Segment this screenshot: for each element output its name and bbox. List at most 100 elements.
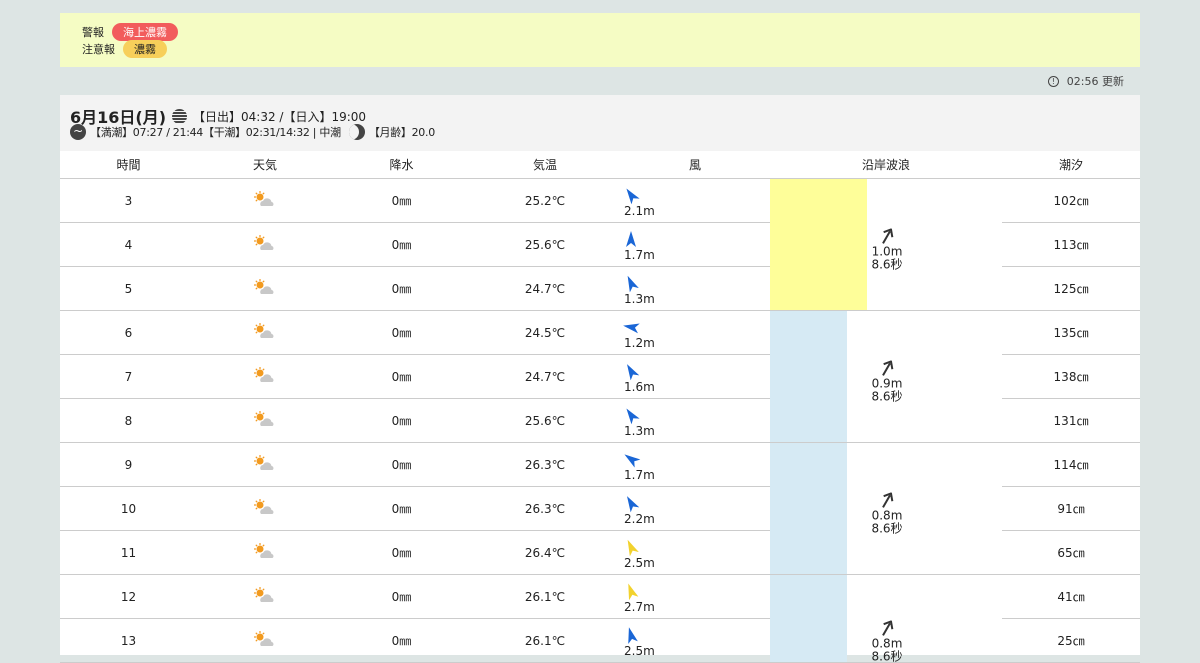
table-row: 12 0㎜ 26.1℃ 2.7m 0.8m 8.6秒 41㎝ xyxy=(60,574,1140,663)
sunny-cloudy-icon xyxy=(253,323,277,343)
tide-cell: 25㎝ xyxy=(1002,618,1140,663)
rain-cell: 0㎜ xyxy=(333,354,470,399)
sunny-cloudy-icon xyxy=(253,191,277,211)
wind-direction-arrow-icon xyxy=(626,188,640,205)
temp-cell: 25.2℃ xyxy=(470,178,620,223)
forecast-table: 時間 天気 降水 気温風沿岸波浪 潮汐 3 0㎜ 25.2℃ 2.1m 1.0m 8.6秒 1… xyxy=(60,151,1140,663)
wind-direction-arrow-icon xyxy=(626,408,640,425)
weather-cell xyxy=(197,266,333,311)
hour-cell: 13 xyxy=(60,618,197,663)
tide-cell: 41㎝ xyxy=(1002,574,1140,619)
rain-cell: 0㎜ xyxy=(333,178,470,223)
sunny-cloudy-icon xyxy=(253,235,277,255)
forecast-card: 6月16日(月) 【日出】04:32 /【日入】19:00 ~ 【満潮】07:2… xyxy=(60,95,1140,663)
hour-cell: 6 xyxy=(60,310,197,355)
hour-cell: 5 xyxy=(60,266,197,311)
wind-speed: 1.3m xyxy=(624,424,655,438)
wind-cell: 2.5m xyxy=(620,618,770,663)
sunny-cloudy-icon xyxy=(253,455,277,475)
tide-icon: ~ xyxy=(70,124,86,140)
table-row: 10 0㎜ 26.3℃ 2.2m 91㎝ xyxy=(60,486,1140,531)
rain-cell: 0㎜ xyxy=(333,310,470,355)
wind-cell: 2.1m xyxy=(620,178,770,223)
wind-speed: 1.3m xyxy=(624,292,655,306)
wave-cell: 0.8m 8.6秒 xyxy=(770,574,1002,663)
tide-cell: 102㎝ xyxy=(1002,178,1140,223)
wind-speed: 1.6m xyxy=(624,380,655,394)
table-row: 9 0㎜ 26.3℃ 1.7m 0.8m 8.6秒 114㎝ xyxy=(60,442,1140,575)
tide-cell: 91㎝ xyxy=(1002,486,1140,531)
wind-cell: 1.2m xyxy=(620,310,770,355)
sunny-cloudy-icon xyxy=(253,543,277,563)
wave-direction-arrow-icon xyxy=(772,491,1002,509)
day-header: 6月16日(月) 【日出】04:32 /【日入】19:00 ~ 【満潮】07:2… xyxy=(60,95,1140,151)
wave-period: 8.6秒 xyxy=(871,256,903,271)
table-row: 7 0㎜ 24.7℃ 1.6m 138㎝ xyxy=(60,354,1140,399)
tide-cell: 135㎝ xyxy=(1002,310,1140,355)
temp-cell: 24.5℃ xyxy=(470,310,620,355)
sunny-cloudy-icon xyxy=(253,587,277,607)
column-header: 潮汐 xyxy=(1002,151,1140,179)
wind-speed: 2.5m xyxy=(624,644,655,658)
tide-cell: 65㎝ xyxy=(1002,530,1140,575)
column-header: 沿岸波浪 xyxy=(770,151,1002,179)
warning-row: 警報 海上濃霧 xyxy=(82,23,178,41)
weather-cell xyxy=(197,222,333,267)
table-row: 4 0㎜ 25.6℃ 1.7m 113㎝ xyxy=(60,222,1140,267)
wind-speed: 1.7m xyxy=(624,468,655,482)
wind-direction-arrow-icon xyxy=(624,454,641,468)
moon-icon xyxy=(348,124,365,140)
wind-speed: 2.2m xyxy=(624,512,655,526)
hour-cell: 10 xyxy=(60,486,197,531)
wind-direction-arrow-icon xyxy=(627,539,639,557)
wind-cell: 2.7m xyxy=(620,574,770,619)
hour-cell: 11 xyxy=(60,530,197,575)
weather-cell xyxy=(197,178,333,223)
weather-cell xyxy=(197,530,333,575)
weather-cell xyxy=(197,618,333,663)
warning-label: 警報 xyxy=(82,26,104,39)
wind-direction-arrow-icon xyxy=(628,583,639,601)
tide-cell: 114㎝ xyxy=(1002,442,1140,487)
advisory-row: 注意報 濃霧 xyxy=(82,40,167,58)
wind-direction-arrow-icon xyxy=(627,364,640,381)
warning-badge[interactable]: 海上濃霧 xyxy=(112,23,178,41)
wind-direction-arrow-icon xyxy=(623,323,640,334)
hour-cell: 8 xyxy=(60,398,197,443)
sunny-cloudy-icon xyxy=(253,279,277,299)
rain-cell: 0㎜ xyxy=(333,574,470,619)
wind-cell: 1.3m xyxy=(620,266,770,311)
table-row: 5 0㎜ 24.7℃ 1.3m 125㎝ xyxy=(60,266,1140,311)
rain-cell: 0㎜ xyxy=(333,486,470,531)
clock-icon: ! xyxy=(1047,75,1059,87)
wind-cell: 1.3m xyxy=(620,398,770,443)
column-header: 時間 xyxy=(60,151,197,179)
table-row: 6 0㎜ 24.5℃ 1.2m 0.9m 8.6秒 135㎝ xyxy=(60,310,1140,443)
column-header: 降水 xyxy=(333,151,470,179)
rain-cell: 0㎜ xyxy=(333,442,470,487)
table-row: 11 0㎜ 26.4℃ 2.5m 65㎝ xyxy=(60,530,1140,575)
advisory-badge[interactable]: 濃霧 xyxy=(123,40,167,58)
wave-height: 0.8m xyxy=(871,507,903,522)
wind-cell: 1.7m xyxy=(620,442,770,487)
hour-cell: 12 xyxy=(60,574,197,619)
hour-cell: 3 xyxy=(60,178,197,223)
wave-cell: 1.0m 8.6秒 xyxy=(770,178,1002,311)
wave-direction-arrow-icon xyxy=(772,359,1002,377)
sunny-cloudy-icon xyxy=(253,631,277,651)
hour-cell: 9 xyxy=(60,442,197,487)
wave-cell: 0.8m 8.6秒 xyxy=(770,442,1002,575)
wave-height: 0.8m xyxy=(871,636,903,651)
wind-cell: 1.7m xyxy=(620,222,770,267)
wave-height-bar xyxy=(770,575,847,662)
tide-cell: 125㎝ xyxy=(1002,266,1140,311)
temp-cell: 25.6℃ xyxy=(470,222,620,267)
temp-cell: 26.1℃ xyxy=(470,574,620,619)
wave-height-bar xyxy=(770,443,847,574)
wave-period: 8.6秒 xyxy=(871,649,903,663)
update-text: 02:56 更新 xyxy=(1066,75,1124,88)
weather-cell xyxy=(197,310,333,355)
column-header: 天気 xyxy=(197,151,333,179)
weather-cell xyxy=(197,486,333,531)
wave-direction-arrow-icon xyxy=(772,227,1002,245)
